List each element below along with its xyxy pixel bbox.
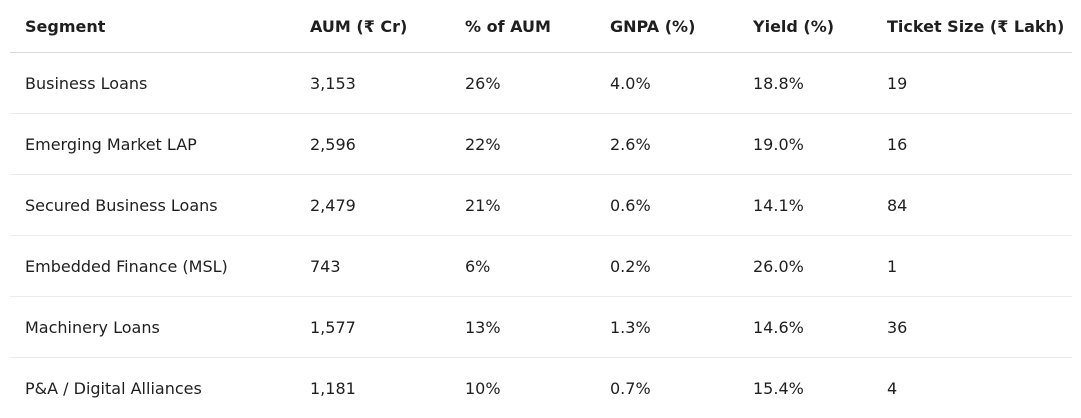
header-ticket-size: Ticket Size (₹ Lakh) (872, 0, 1072, 53)
cell-aum: 743 (295, 236, 450, 297)
cell-segment: P&A / Digital Alliances (10, 358, 295, 418)
cell-segment: Emerging Market LAP (10, 114, 295, 175)
cell-pct-aum: 13% (450, 297, 595, 358)
header-gnpa: GNPA (%) (595, 0, 738, 53)
cell-pct-aum: 10% (450, 358, 595, 418)
header-row: Segment AUM (₹ Cr) % of AUM GNPA (%) Yie… (10, 0, 1072, 53)
cell-segment: Secured Business Loans (10, 175, 295, 236)
cell-ticket-size: 19 (872, 53, 1072, 114)
cell-yield: 14.1% (738, 175, 872, 236)
cell-aum: 1,181 (295, 358, 450, 418)
cell-yield: 14.6% (738, 297, 872, 358)
cell-gnpa: 0.6% (595, 175, 738, 236)
header-pct-aum: % of AUM (450, 0, 595, 53)
header-segment: Segment (10, 0, 295, 53)
cell-aum: 2,596 (295, 114, 450, 175)
table-row: Emerging Market LAP 2,596 22% 2.6% 19.0%… (10, 114, 1072, 175)
header-yield: Yield (%) (738, 0, 872, 53)
cell-ticket-size: 1 (872, 236, 1072, 297)
cell-aum: 3,153 (295, 53, 450, 114)
cell-gnpa: 1.3% (595, 297, 738, 358)
cell-aum: 1,577 (295, 297, 450, 358)
table-row: Business Loans 3,153 26% 4.0% 18.8% 19 (10, 53, 1072, 114)
table-row: Embedded Finance (MSL) 743 6% 0.2% 26.0%… (10, 236, 1072, 297)
cell-segment: Machinery Loans (10, 297, 295, 358)
cell-ticket-size: 36 (872, 297, 1072, 358)
cell-gnpa: 0.7% (595, 358, 738, 418)
cell-yield: 26.0% (738, 236, 872, 297)
segment-table-container: Segment AUM (₹ Cr) % of AUM GNPA (%) Yie… (10, 0, 1072, 418)
table-body: Business Loans 3,153 26% 4.0% 18.8% 19 E… (10, 53, 1072, 418)
cell-gnpa: 0.2% (595, 236, 738, 297)
header-aum: AUM (₹ Cr) (295, 0, 450, 53)
table-row: Secured Business Loans 2,479 21% 0.6% 14… (10, 175, 1072, 236)
cell-gnpa: 2.6% (595, 114, 738, 175)
cell-ticket-size: 16 (872, 114, 1072, 175)
cell-segment: Business Loans (10, 53, 295, 114)
cell-pct-aum: 6% (450, 236, 595, 297)
table-row: Machinery Loans 1,577 13% 1.3% 14.6% 36 (10, 297, 1072, 358)
cell-pct-aum: 22% (450, 114, 595, 175)
cell-pct-aum: 21% (450, 175, 595, 236)
cell-aum: 2,479 (295, 175, 450, 236)
cell-ticket-size: 4 (872, 358, 1072, 418)
cell-yield: 15.4% (738, 358, 872, 418)
cell-yield: 19.0% (738, 114, 872, 175)
table-row: P&A / Digital Alliances 1,181 10% 0.7% 1… (10, 358, 1072, 418)
cell-ticket-size: 84 (872, 175, 1072, 236)
segment-table: Segment AUM (₹ Cr) % of AUM GNPA (%) Yie… (10, 0, 1072, 418)
table-header: Segment AUM (₹ Cr) % of AUM GNPA (%) Yie… (10, 0, 1072, 53)
cell-pct-aum: 26% (450, 53, 595, 114)
cell-segment: Embedded Finance (MSL) (10, 236, 295, 297)
cell-yield: 18.8% (738, 53, 872, 114)
cell-gnpa: 4.0% (595, 53, 738, 114)
